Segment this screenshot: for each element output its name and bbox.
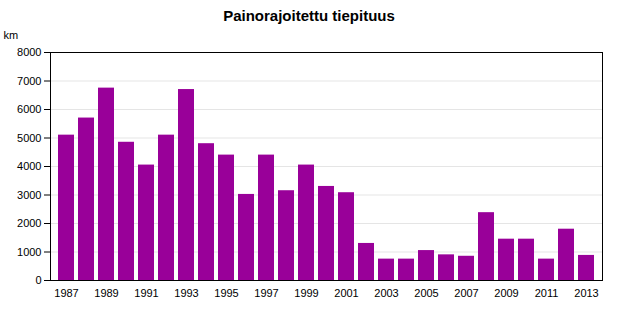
- svg-text:km: km: [4, 29, 19, 41]
- svg-text:6000: 6000: [17, 103, 41, 115]
- svg-text:1997: 1997: [254, 287, 278, 299]
- svg-text:0: 0: [35, 274, 41, 286]
- html-text:Painorajoitettu tiepituus: Painorajoitettu tiepituus: [223, 7, 395, 24]
- svg-text:2005: 2005: [414, 287, 438, 299]
- svg-text:1991: 1991: [134, 287, 158, 299]
- svg-text:2011: 2011: [535, 287, 559, 299]
- svg-text:2009: 2009: [494, 287, 518, 299]
- svg-text:1987: 1987: [54, 287, 78, 299]
- svg-text:1989: 1989: [94, 287, 118, 299]
- svg-text:2000: 2000: [17, 217, 41, 229]
- svg-text:5000: 5000: [17, 132, 41, 144]
- svg-text:1995: 1995: [214, 287, 238, 299]
- svg-text:8000: 8000: [17, 46, 41, 58]
- svg-text:2013: 2013: [574, 287, 598, 299]
- svg-text:7000: 7000: [17, 75, 41, 87]
- svg-text:1993: 1993: [174, 287, 198, 299]
- svg-text:2003: 2003: [374, 287, 398, 299]
- svg-text:3000: 3000: [17, 189, 41, 201]
- svg-text:2001: 2001: [334, 287, 358, 299]
- svg-text:1000: 1000: [17, 246, 41, 258]
- svg-text:1999: 1999: [294, 287, 318, 299]
- svg-text:4000: 4000: [17, 160, 41, 172]
- svg-text:2007: 2007: [454, 287, 478, 299]
